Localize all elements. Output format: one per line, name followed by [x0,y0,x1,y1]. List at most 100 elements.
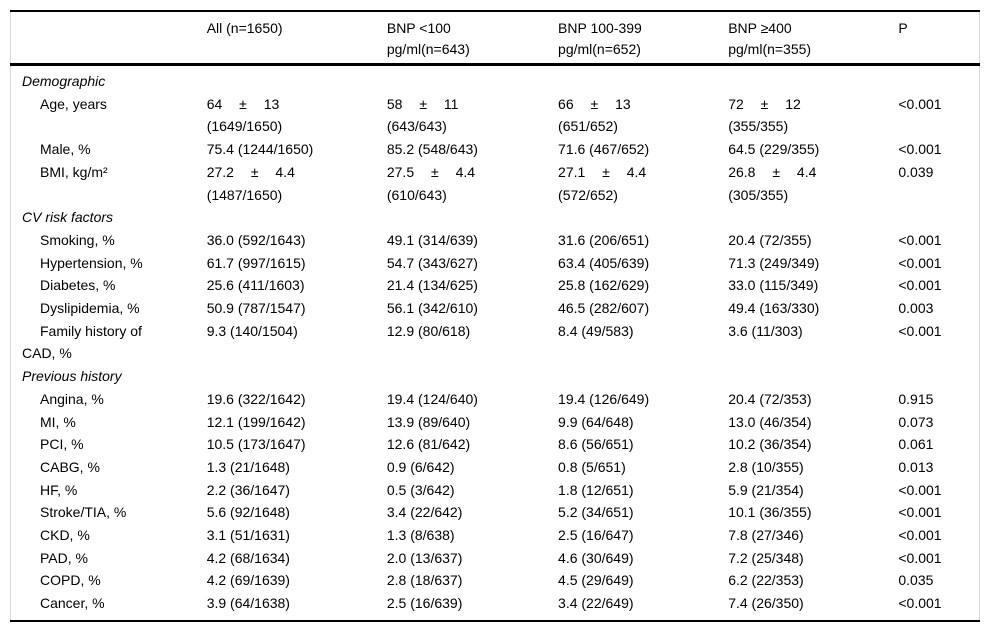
section-title: Demographic [22,73,106,89]
value-cell: 26.8 ± 4.4 (305/355) [728,161,898,206]
table-row: CABG, % 1.3 (21/1648) 0.9 (6/642) 0.8 (5/65… [11,456,980,479]
cell-line: 63.4 (405/639) [558,254,650,271]
cell-line: 85.2 (548/643) [386,141,478,158]
cell-line: 5.9 (21/354) [728,481,804,498]
value-cell: 66 ± 13 (651/652) [558,93,728,138]
table-row: Dyslipidemia, % 50.9 (787/1547) 56.1 (342/… [11,297,980,320]
cell-line: 3.1 (51/1631) [206,527,290,544]
cell-line: 5.2 (34/651) [558,504,634,521]
cell-line: 46.5 (282/607) [558,300,650,317]
cell-line: (610/643) [386,186,447,203]
value-cell: 36.0 (592/1643) [207,229,387,252]
cell-line: (572/652) [558,186,618,203]
value-cell: 4.2 (68/1634) [207,547,387,570]
value-cell: 19.4 (126/649) [558,388,728,411]
cell-line: 0.9 (6/642) [386,458,455,475]
table-row: Age, years 64 ± 13 (1649/1650) 58 ± 11 (643/… [11,93,980,138]
section-header-row: CV risk factors [11,206,980,229]
cell-line: 6.2 (22/353) [728,572,804,589]
value-cell: 9.9 (64/648) [558,411,728,434]
table-row: Male, % 75.4 (1244/1650) 85.2 (548/643) 71.… [11,138,980,161]
cell-line: 49.4 (163/330) [728,300,820,317]
value-cell: 1.3 (21/1648) [207,456,387,479]
value-cell: 2.8 (10/355) [728,456,898,479]
cell-line: (651/652) [558,118,618,135]
value-cell: 5.6 (92/1648) [207,501,387,524]
cell-line: <0.001 [898,527,942,544]
row-label: MI, % [40,413,76,430]
cell-line: 25.8 (162/629) [558,277,650,294]
value-cell: 0.8 (5/651) [558,456,728,479]
value-cell: 19.4 (124/640) [387,388,558,411]
cell-line: 26.8 ± 4.4 [728,163,817,180]
p-value-cell: <0.001 [898,274,979,297]
cell-line: 66 ± 13 [558,95,631,112]
table-row: Family history of CAD, % 9.3 (140/1504) 12… [11,320,980,365]
cell-line: 7.8 (27/346) [728,527,804,544]
value-cell: 1.8 (12/651) [558,479,728,502]
cell-line: 27.2 ± 4.4 [206,163,295,180]
cell-line: 0.915 [898,390,934,407]
value-cell: 10.1 (36/355) [728,501,898,524]
value-cell: 63.4 (405/639) [558,252,728,275]
cell-line: 7.2 (25/348) [728,549,804,566]
cell-line: 2.5 (16/647) [558,527,634,544]
cell-line: 13.0 (46/354) [728,413,812,430]
value-cell: 13.9 (89/640) [387,411,558,434]
table-row: Diabetes, % 25.6 (411/1603) 21.4 (134/625)… [11,274,980,297]
cell-line: 4.2 (68/1634) [206,549,290,566]
cell-line: 56.1 (342/610) [386,300,478,317]
cell-line: 3.4 (22/642) [386,504,463,521]
row-label: Dyslipidemia, % [40,300,140,317]
table-body: Demographic Age, years 64 ± 13 (1649/1650) 5… [11,65,980,621]
value-cell: 4.6 (30/649) [558,547,728,570]
cell-line: 2.8 (10/355) [728,458,804,475]
value-cell: 2.0 (13/637) [387,547,558,570]
p-value-cell: 0.035 [898,569,979,592]
value-cell: 3.9 (64/1638) [207,592,387,621]
cell-line: 50.9 (787/1547) [206,300,306,317]
value-cell: 12.1 (199/1642) [207,411,387,434]
cell-line: 36.0 (592/1643) [206,231,306,248]
header-cell-bnp-100-399: BNP 100-399 pg/ml(n=652) [558,11,729,66]
cell-line: (355/355) [728,118,789,135]
section-title: Previous history [22,368,122,385]
p-value-cell: <0.001 [898,93,979,138]
cell-line: 54.7 (343/627) [386,254,478,271]
cell-line: 21.4 (134/625) [386,277,478,294]
cell-line: <0.001 [898,277,942,294]
cell-line: 2.2 (36/1647) [206,481,290,498]
cell-line: 1.3 (21/1648) [206,458,290,475]
row-label: HF, % [40,481,78,498]
p-value-cell: <0.001 [898,479,979,502]
row-label: Male, % [40,141,91,158]
baseline-characteristics-table: All (n=1650) BNP <100 pg/ml(n=643) BNP 1… [10,10,980,622]
value-cell: 25.8 (162/629) [558,274,728,297]
section-header-row: Demographic [11,65,980,93]
value-cell: 0.9 (6/642) [387,456,558,479]
cell-line: 9.3 (140/1504) [206,322,298,339]
row-label: Family history of CAD, % [22,322,142,362]
value-cell: 2.5 (16/639) [387,592,558,621]
cell-line: (643/643) [386,118,447,135]
cell-line: 10.1 (36/355) [728,504,812,521]
value-cell: 46.5 (282/607) [558,297,728,320]
value-cell: 4.5 (29/649) [558,569,728,592]
cell-line: 0.061 [898,436,934,453]
value-cell: 71.3 (249/349) [728,252,898,275]
row-label: PAD, % [40,549,88,566]
table-row: COPD, % 4.2 (69/1639) 2.8 (18/637) 4.5 (29/… [11,569,980,592]
table-row: Hypertension, % 61.7 (997/1615) 54.7 (343/… [11,252,980,275]
row-label: CKD, % [40,527,90,544]
cell-line: 2.5 (16/639) [386,595,463,612]
cell-line: 64.5 (229/355) [728,141,820,158]
row-label: Diabetes, % [40,277,116,294]
p-value-cell: <0.001 [898,524,979,547]
cell-line: 3.6 (11/303) [728,322,803,339]
cell-line: 20.4 (72/353) [728,390,812,407]
value-cell: 12.9 (80/618) [387,320,558,365]
cell-line: 8.4 (49/583) [558,322,634,339]
cell-line: <0.001 [898,141,942,158]
cell-line: 2.8 (18/637) [386,572,463,589]
header-cell-rowlabel [10,11,207,66]
